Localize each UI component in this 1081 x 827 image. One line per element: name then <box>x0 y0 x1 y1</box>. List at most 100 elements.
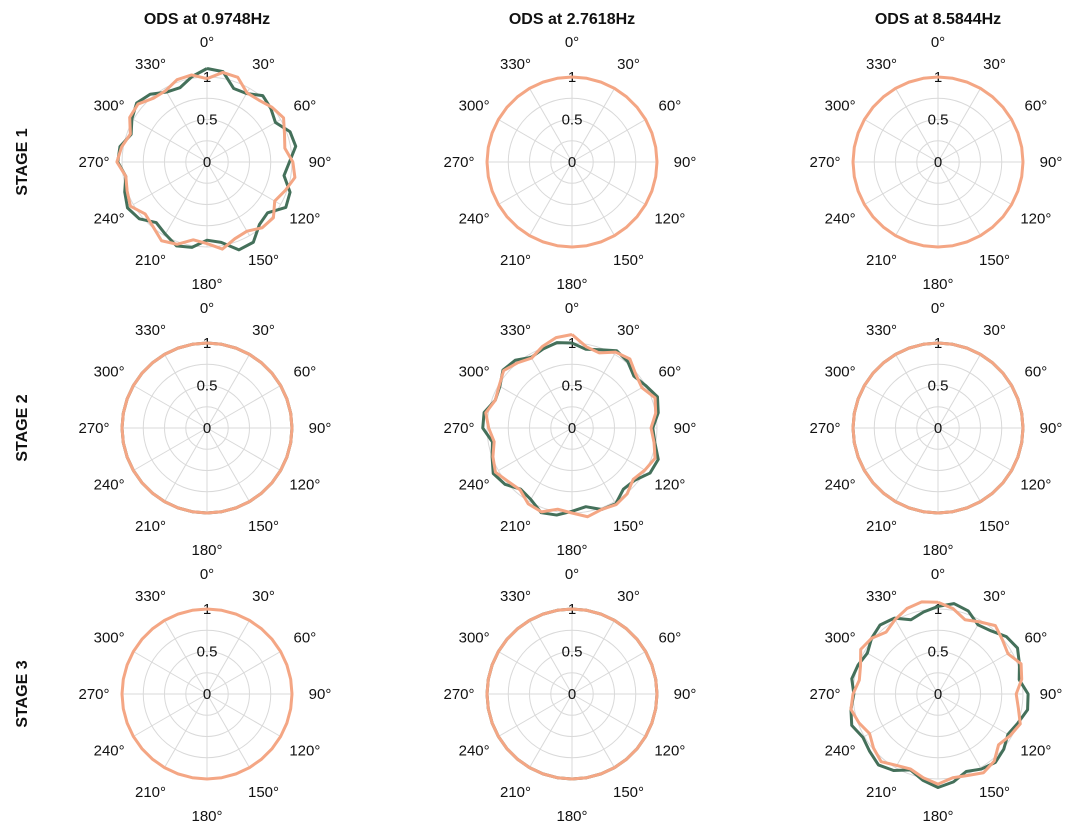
radial-tick-label: 0.5 <box>562 644 583 661</box>
grid-circle <box>873 363 1003 493</box>
grid-circle <box>164 651 250 737</box>
angle-tick-label: 180° <box>556 808 587 825</box>
angle-tick-label: 330° <box>500 588 531 605</box>
series-line-orange <box>484 333 658 519</box>
grid-circle <box>873 629 1003 759</box>
col-title-1: ODS at 0.9748Hz <box>144 11 270 28</box>
angle-tick-label: 90° <box>309 686 332 703</box>
grid-circle <box>529 651 615 737</box>
angle-tick-label: 210° <box>135 252 166 269</box>
series-line-orange <box>849 600 1024 786</box>
angle-tick-label: 90° <box>674 420 697 437</box>
grid-circle <box>507 97 637 227</box>
grid-circle <box>142 97 272 227</box>
angle-tick-label: 300° <box>825 98 856 115</box>
radial-tick-label: 0 <box>568 420 576 437</box>
angle-tick-label: 0° <box>931 34 945 51</box>
radial-tick-label: 0 <box>203 686 211 703</box>
angle-tick-label: 330° <box>866 322 897 339</box>
angle-tick-label: 330° <box>500 322 531 339</box>
angle-tick-label: 270° <box>809 154 840 171</box>
angle-tick-label: 90° <box>1040 420 1063 437</box>
angle-tick-label: 240° <box>94 743 125 760</box>
angle-tick-label: 150° <box>979 518 1010 535</box>
angle-tick-label: 210° <box>866 784 897 801</box>
angle-tick-label: 150° <box>613 518 644 535</box>
angle-tick-label: 330° <box>866 588 897 605</box>
polar-panel-r1-c1: 0° 30° 60° 90° 120° 150° 180° 210° 240° 270° 300° 3… <box>78 34 331 293</box>
angle-tick-label: 180° <box>191 542 222 559</box>
angle-tick-label: 150° <box>248 518 279 535</box>
angle-tick-label: 60° <box>659 364 682 381</box>
grid-circle <box>185 406 229 450</box>
grid-circle <box>142 363 272 493</box>
angle-tick-label: 120° <box>1020 743 1051 760</box>
radial-tick-label: 0.5 <box>928 644 949 661</box>
angle-tick-label: 330° <box>135 322 166 339</box>
series-line-orange <box>485 75 659 249</box>
angle-tick-label: 120° <box>289 743 320 760</box>
angle-tick-label: 270° <box>443 420 474 437</box>
angle-tick-label: 330° <box>866 56 897 73</box>
angle-tick-label: 90° <box>674 686 697 703</box>
angle-tick-label: 330° <box>500 56 531 73</box>
angle-tick-label: 240° <box>459 477 490 494</box>
grid-circle <box>164 119 250 205</box>
angle-tick-label: 90° <box>1040 154 1063 171</box>
angle-tick-label: 270° <box>809 420 840 437</box>
radial-tick-label: 0.5 <box>197 112 218 129</box>
grid-circle <box>916 672 960 716</box>
angle-tick-label: 60° <box>659 630 682 647</box>
radial-tick-label: 0 <box>203 420 211 437</box>
angle-tick-label: 210° <box>135 518 166 535</box>
angle-tick-label: 210° <box>500 252 531 269</box>
angle-tick-label: 0° <box>200 34 214 51</box>
angle-tick-label: 0° <box>565 34 579 51</box>
angle-tick-label: 330° <box>135 56 166 73</box>
angle-tick-label: 0° <box>200 566 214 583</box>
grid-circle <box>916 406 960 450</box>
grid-circle <box>550 406 594 450</box>
angle-tick-label: 270° <box>809 686 840 703</box>
series-line-orange <box>120 341 294 515</box>
angle-tick-label: 60° <box>659 98 682 115</box>
angle-tick-label: 120° <box>654 211 685 228</box>
radial-tick-label: 0 <box>934 686 942 703</box>
radial-tick-label: 0 <box>934 420 942 437</box>
grid-circle <box>895 119 981 205</box>
angle-tick-label: 90° <box>309 420 332 437</box>
angle-tick-label: 180° <box>922 276 953 293</box>
angle-tick-label: 120° <box>289 211 320 228</box>
angle-tick-label: 60° <box>294 630 317 647</box>
polar-panel-r2-c3: 0° 30° 60° 90° 120° 150° 180° 210° 240° 270° 300° 3… <box>809 300 1062 559</box>
angle-tick-label: 270° <box>443 686 474 703</box>
angle-tick-label: 270° <box>443 154 474 171</box>
angle-tick-label: 300° <box>825 630 856 647</box>
grid-circle <box>185 140 229 184</box>
series-line-orange <box>851 341 1025 515</box>
angle-tick-label: 30° <box>617 56 640 73</box>
angle-tick-label: 210° <box>500 518 531 535</box>
angle-tick-label: 0° <box>931 300 945 317</box>
angle-tick-label: 270° <box>78 420 109 437</box>
angle-tick-label: 300° <box>94 98 125 115</box>
angle-tick-label: 60° <box>294 364 317 381</box>
angle-tick-label: 30° <box>617 322 640 339</box>
angle-tick-label: 120° <box>1020 211 1051 228</box>
angle-tick-label: 150° <box>248 784 279 801</box>
grid-circle <box>185 672 229 716</box>
angle-tick-label: 30° <box>252 56 275 73</box>
grid-circle <box>507 629 637 759</box>
grid-circle <box>507 363 637 493</box>
radial-tick-label: 0.5 <box>197 378 218 395</box>
col-title-2: ODS at 2.7618Hz <box>509 11 635 28</box>
series-line-orange <box>485 607 659 781</box>
series-line-green <box>849 602 1030 789</box>
angle-tick-label: 90° <box>1040 686 1063 703</box>
angle-tick-label: 30° <box>983 322 1006 339</box>
angle-tick-label: 150° <box>979 784 1010 801</box>
grid-circle <box>550 140 594 184</box>
grid-circle <box>164 385 250 471</box>
polar-panel-r3-c3: 0° 30° 60° 90° 120° 150° 180° 210° 240° 270° 300° 3… <box>809 566 1062 825</box>
angle-tick-label: 180° <box>922 808 953 825</box>
